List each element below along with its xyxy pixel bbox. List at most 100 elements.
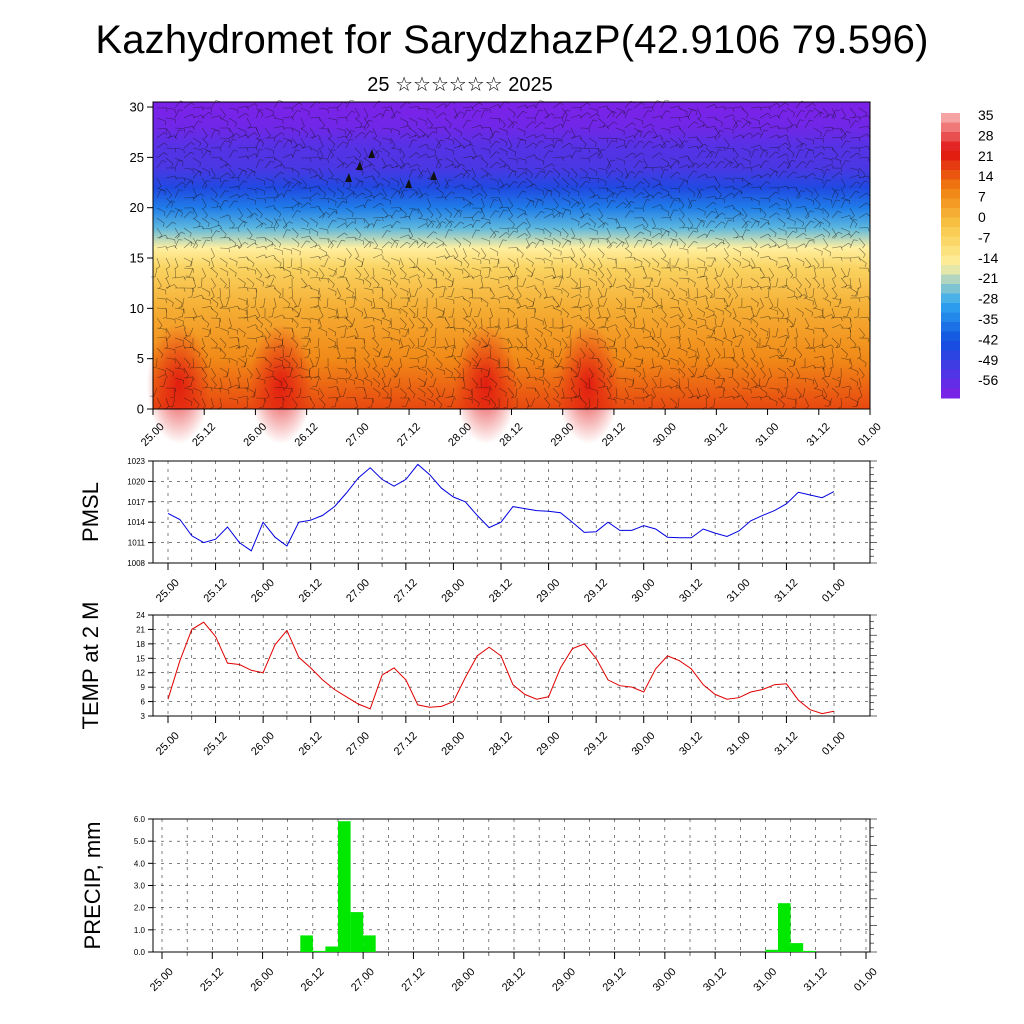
x-tick-label: 30.12: [701, 966, 729, 994]
wind-pennant: [356, 161, 363, 170]
colorbar-band: [941, 170, 960, 180]
x-tick-label: 26.12: [297, 577, 325, 605]
y-tick-label: 1020: [127, 477, 145, 486]
x-tick-label: 27.12: [392, 730, 420, 758]
colorbar-band: [941, 255, 960, 266]
x-tick-label: 31.12: [802, 966, 830, 994]
x-tick-label: 25.12: [201, 577, 229, 605]
x-tick-label: 28.12: [487, 577, 515, 605]
x-tick-label: 28.12: [487, 730, 515, 758]
precip-bar: [350, 912, 364, 952]
x-tick-label: 28.12: [500, 966, 528, 994]
precip-bar: [765, 949, 778, 952]
x-tick-label: 30.00: [651, 421, 679, 449]
wind-barbs: [149, 99, 871, 410]
warm-spot: [556, 324, 621, 444]
x-tick-label: 29.00: [534, 730, 562, 758]
y-tick-label: 0: [137, 402, 144, 417]
wind-pennant: [368, 149, 375, 158]
precip-bar: [300, 935, 313, 952]
x-tick-label: 31.00: [753, 421, 781, 449]
x-tick-label: 26.00: [248, 966, 276, 994]
colorbar-band: [941, 132, 960, 142]
x-tick-label: 31.00: [725, 730, 753, 758]
colorbar-label: -21: [978, 270, 998, 286]
y-axis-title: PRECIP, mm: [80, 822, 105, 950]
y-tick-label: 30: [130, 100, 144, 115]
pmsl-panel: 1008 1011 1014 1017 1020 1023 25.00 25.12 26.00 2…: [78, 457, 877, 605]
y-tick-label: 12: [136, 669, 145, 678]
x-tick-label: 31.00: [751, 966, 779, 994]
y-tick-label: 18: [136, 640, 145, 649]
y-tick-label: 2.0: [134, 904, 146, 913]
pmsl-series-line: [167, 463, 835, 552]
y-tick-label: 1014: [127, 518, 145, 527]
colorbar-band: [941, 160, 960, 171]
colorbar-band: [941, 312, 960, 323]
y-tick-label: 3.0: [134, 882, 146, 891]
colorbar-label: -49: [978, 352, 998, 368]
x-tick-label: 29.00: [534, 577, 562, 605]
colorbar-band: [941, 227, 960, 237]
colorbar-band: [941, 246, 960, 256]
warm-spot: [453, 324, 518, 444]
colorbar-band: [941, 350, 960, 361]
colorbar-band: [941, 388, 960, 399]
y-tick-label: 3: [141, 712, 146, 721]
colorbar-label: 0: [978, 209, 986, 225]
precip-bar: [363, 935, 376, 952]
y-tick-label: 15: [136, 654, 145, 663]
y-tick-label: 4.0: [134, 859, 146, 868]
y-tick-label: 5: [137, 351, 144, 366]
colorbar-label: -42: [978, 331, 998, 347]
grid: [153, 615, 870, 716]
wind-pennant: [430, 171, 437, 180]
colorbar-band: [941, 303, 960, 313]
y-tick-label: 1023: [127, 457, 145, 466]
x-tick-label: 27.00: [349, 966, 377, 994]
colorbar-band: [941, 360, 960, 370]
y-tick-label: 5.0: [134, 837, 146, 846]
colorbar-band: [941, 113, 960, 123]
x-tick-label: 31.12: [772, 577, 800, 605]
y-tick-label: 21: [136, 625, 145, 634]
precip-bar: [325, 946, 338, 952]
wind-pennant: [345, 173, 352, 182]
x-tick-label: 31.12: [772, 730, 800, 758]
colorbar-label: 14: [978, 168, 994, 184]
x-tick-label: 26.12: [299, 966, 327, 994]
colorbar-band: [941, 198, 960, 209]
x-tick-label: 27.00: [344, 730, 372, 758]
x-tick-label: 25.00: [148, 966, 176, 994]
colorbar-label: -35: [978, 311, 998, 327]
precip-bar: [778, 903, 791, 952]
colorbar: 35 28 21 14 7 0 -7 -14 -21 -28 -35 -42 -49 -56: [941, 107, 998, 399]
y-tick-label: 1.0: [134, 926, 146, 935]
precip-panel: 0.0 1.0 2.0 3.0 4.0 5.0 6.0 25.00 25.12 26.00 26.1…: [80, 815, 880, 994]
precip-bar: [338, 821, 351, 952]
colorbar-label: -28: [978, 291, 998, 307]
precip-bar: [803, 950, 816, 952]
colorbar-band: [941, 151, 960, 161]
x-tick-label: 28.00: [439, 577, 467, 605]
colorbar-label: -56: [978, 372, 998, 388]
colorbar-label: -14: [978, 250, 998, 266]
colorbar-label: 7: [978, 189, 986, 205]
x-tick-label: 26.00: [249, 730, 277, 758]
x-tick-label: 30.12: [702, 421, 730, 449]
colorbar-band: [941, 236, 960, 247]
y-tick-label: 20: [130, 200, 144, 215]
colorbar-label: 28: [978, 127, 994, 143]
colorbar-band: [941, 341, 960, 351]
colorbar-band: [941, 293, 960, 304]
colorbar-band: [941, 322, 960, 332]
x-tick-label: 29.12: [600, 966, 628, 994]
colorbar-label: 35: [978, 107, 994, 123]
y-tick-label: 15: [130, 251, 144, 266]
colorbar-band: [941, 274, 960, 285]
x-tick-label: 31.12: [805, 421, 833, 449]
y-tick-label: 25: [130, 150, 144, 165]
x-tick-label: 26.12: [297, 730, 325, 758]
x-tick-label: 30.00: [630, 730, 658, 758]
